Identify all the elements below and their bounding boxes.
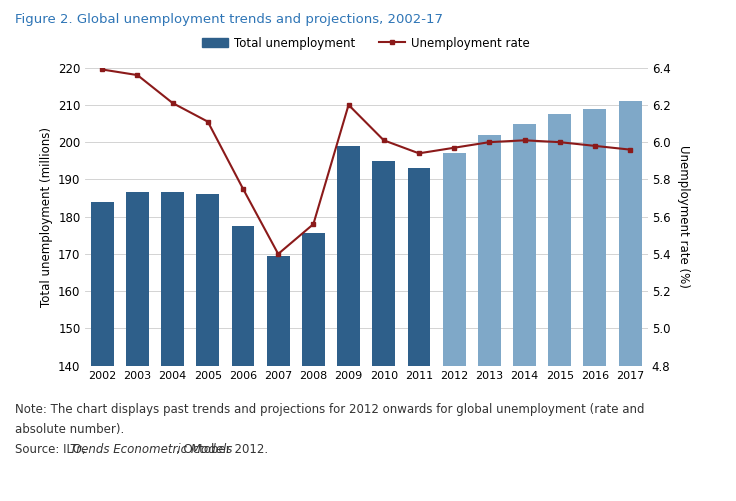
Y-axis label: Unemployment rate (%): Unemployment rate (%) xyxy=(677,145,690,288)
Text: Figure 2. Global unemployment trends and projections, 2002-17: Figure 2. Global unemployment trends and… xyxy=(15,13,443,26)
Bar xyxy=(266,256,290,501)
Bar xyxy=(478,135,500,501)
Bar xyxy=(442,153,466,501)
Bar xyxy=(337,146,360,501)
Bar xyxy=(584,109,606,501)
Text: absolute number).: absolute number). xyxy=(15,423,124,436)
Bar xyxy=(161,192,184,501)
Bar xyxy=(548,114,571,501)
Y-axis label: Total unemployment (millions): Total unemployment (millions) xyxy=(40,127,52,307)
Bar xyxy=(372,161,395,501)
Text: Source: ILO,: Source: ILO, xyxy=(15,443,89,456)
Bar xyxy=(126,192,149,501)
Bar xyxy=(91,202,113,501)
Text: Trends Econometric Models: Trends Econometric Models xyxy=(70,443,232,456)
Bar xyxy=(619,101,642,501)
Bar xyxy=(232,226,255,501)
Bar xyxy=(197,194,219,501)
Bar xyxy=(513,124,536,501)
Bar xyxy=(408,168,431,501)
Bar xyxy=(302,233,325,501)
Text: , October 2012.: , October 2012. xyxy=(175,443,268,456)
Legend: Total unemployment, Unemployment rate: Total unemployment, Unemployment rate xyxy=(198,32,534,54)
Text: Note: The chart displays past trends and projections for 2012 onwards for global: Note: The chart displays past trends and… xyxy=(15,403,644,416)
